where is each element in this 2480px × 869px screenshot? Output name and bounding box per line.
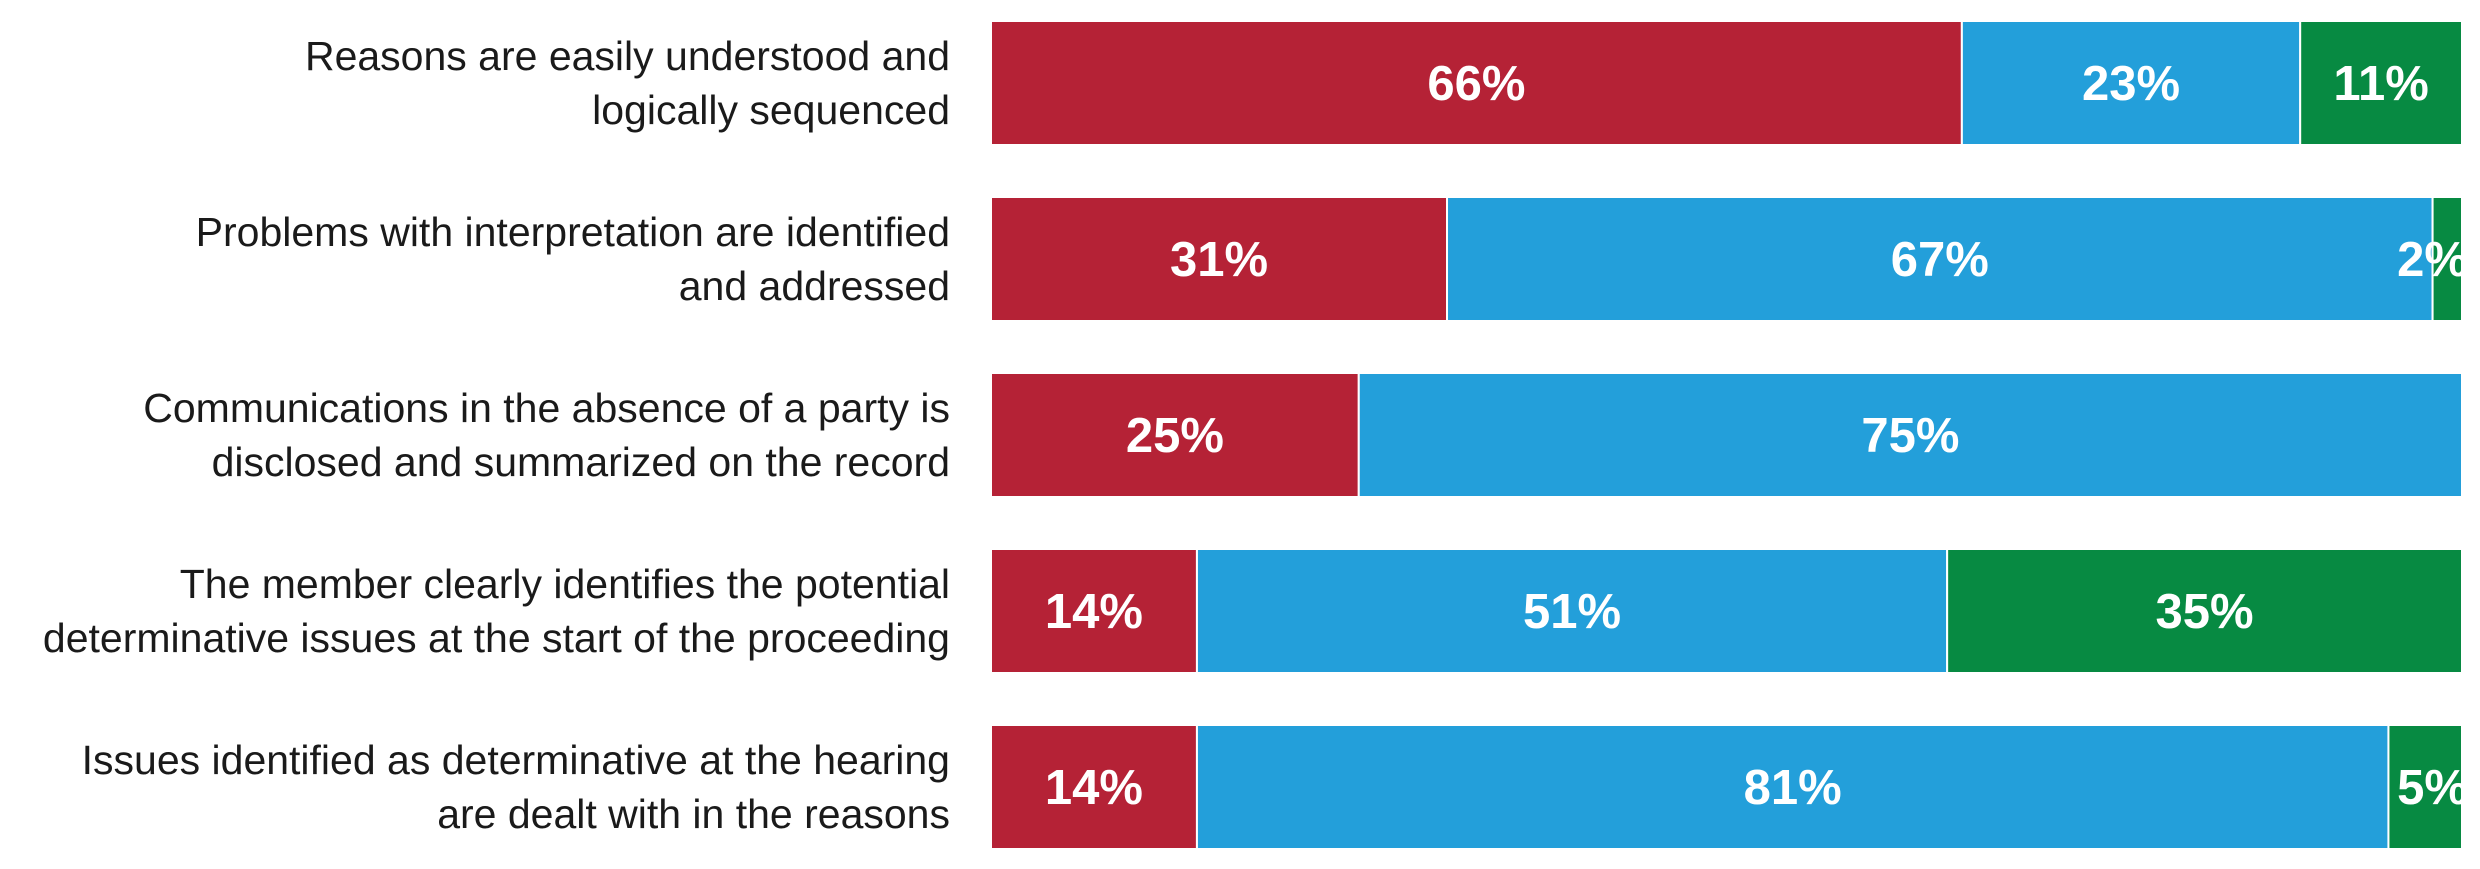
category-label-line: determinative issues at the start of the…	[43, 615, 950, 661]
data-label: 5%	[2397, 761, 2468, 815]
bar-segment	[990, 196, 1449, 322]
data-label: 14%	[1045, 761, 1143, 815]
category-label: Problems with interpretation are identif…	[196, 209, 950, 309]
data-label: 51%	[1523, 585, 1621, 639]
data-label: 81%	[1744, 761, 1842, 815]
category-label-line: disclosed and summarized on the record	[212, 439, 950, 485]
category-label: Reasons are easily understood and logical…	[305, 33, 950, 133]
bar-segment	[990, 548, 1198, 674]
category-labels: Reasons are easily understood and logical…	[43, 33, 950, 837]
data-label: 14%	[1045, 585, 1143, 639]
bar-segment	[1195, 548, 1949, 674]
category-label-line: logically sequenced	[592, 87, 950, 133]
data-label: 2%	[2397, 233, 2468, 287]
data-label: 67%	[1891, 233, 1989, 287]
bar-segment	[1195, 724, 2390, 850]
bar-segment	[990, 724, 1198, 850]
data-labels: 66% 23% 11% 31% 67% 2% 25% 75% 14% 51% 35% 14% 81% 5%	[1045, 57, 2468, 815]
category-label: The member clearly identifies the potent…	[43, 561, 950, 661]
category-label-line: and addressed	[679, 263, 950, 309]
bar-segment	[2299, 20, 2463, 146]
category-label-line: Communications in the absence of a party…	[143, 385, 950, 431]
category-label: Issues identified as determinative at th…	[82, 737, 950, 837]
category-label-line: Reasons are easily understood and	[305, 33, 950, 79]
category-label-line: are dealt with in the reasons	[437, 791, 950, 837]
bar-segment	[990, 20, 1963, 146]
bar-segment	[1946, 548, 2463, 674]
data-label: 35%	[2156, 585, 2254, 639]
bar-segment	[990, 372, 1360, 498]
data-label: 66%	[1427, 57, 1525, 111]
data-label: 31%	[1170, 233, 1268, 287]
bar-segment	[2387, 724, 2463, 850]
data-label: 23%	[2082, 57, 2180, 111]
bar-segment	[1357, 372, 2463, 498]
data-label: 11%	[2333, 57, 2428, 111]
bar-segment	[1960, 20, 2302, 146]
bar-segment	[2431, 196, 2464, 322]
bar-segments	[990, 20, 2464, 850]
data-label: 75%	[1861, 409, 1959, 463]
data-label: 25%	[1126, 409, 1224, 463]
bar-segment	[1446, 196, 2434, 322]
category-label-line: Issues identified as determinative at th…	[82, 737, 950, 783]
category-label: Communications in the absence of a party…	[143, 385, 950, 485]
category-label-line: The member clearly identifies the potent…	[180, 561, 950, 607]
category-label-line: Problems with interpretation are identif…	[196, 209, 950, 255]
